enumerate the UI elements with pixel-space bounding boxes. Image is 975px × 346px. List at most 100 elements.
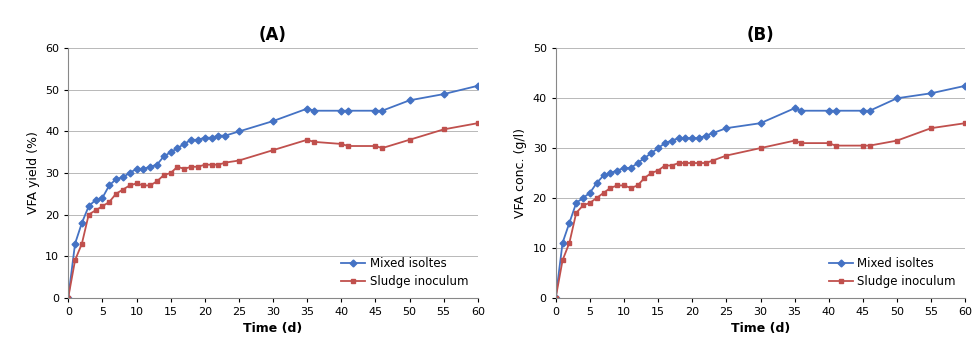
Sludge inoculum (117, 188, 129, 192)
Mixed isoltes (721, 126, 732, 130)
Mixed isoltes (570, 201, 582, 205)
Mixed isoltes (755, 121, 766, 125)
Mixed isoltes (693, 136, 705, 140)
X-axis label: Time (d): Time (d) (731, 322, 790, 335)
Mixed isoltes (564, 221, 575, 225)
Mixed isoltes (404, 98, 415, 102)
Sludge inoculum (707, 158, 719, 163)
Mixed isoltes (652, 146, 664, 150)
Mixed isoltes (584, 191, 596, 195)
Mixed isoltes (550, 295, 562, 300)
Mixed isoltes (151, 163, 163, 167)
X-axis label: Time (d): Time (d) (244, 322, 302, 335)
Mixed isoltes (666, 138, 678, 143)
Mixed isoltes (267, 119, 279, 123)
Sludge inoculum (611, 183, 623, 188)
Mixed isoltes (131, 167, 142, 171)
Title: (A): (A) (259, 26, 287, 44)
Sludge inoculum (172, 165, 183, 169)
Sludge inoculum (83, 212, 95, 217)
Mixed isoltes (864, 109, 876, 113)
Sludge inoculum (577, 203, 589, 208)
Mixed isoltes (659, 141, 671, 145)
Sludge inoculum (652, 169, 664, 173)
Mixed isoltes (925, 91, 937, 95)
Mixed isoltes (172, 146, 183, 150)
Sludge inoculum (959, 121, 971, 125)
Mixed isoltes (158, 154, 170, 158)
Mixed isoltes (124, 171, 136, 175)
Sludge inoculum (584, 201, 596, 205)
Sludge inoculum (925, 126, 937, 130)
Line: Mixed isoltes: Mixed isoltes (66, 83, 480, 300)
Sludge inoculum (591, 196, 603, 200)
Sludge inoculum (267, 148, 279, 152)
Sludge inoculum (625, 186, 637, 190)
Mixed isoltes (233, 129, 245, 134)
Sludge inoculum (233, 158, 245, 163)
Mixed isoltes (165, 150, 176, 154)
Mixed isoltes (69, 242, 81, 246)
Mixed isoltes (301, 107, 313, 111)
Sludge inoculum (570, 211, 582, 215)
Mixed isoltes (438, 92, 449, 96)
Sludge inoculum (891, 138, 903, 143)
Mixed isoltes (591, 181, 603, 185)
Line: Sludge inoculum: Sludge inoculum (554, 121, 967, 300)
Mixed isoltes (680, 136, 691, 140)
Sludge inoculum (686, 161, 698, 165)
Mixed isoltes (144, 165, 156, 169)
Sludge inoculum (185, 165, 197, 169)
Sludge inoculum (158, 173, 170, 177)
Sludge inoculum (864, 144, 876, 148)
Mixed isoltes (557, 241, 568, 245)
Sludge inoculum (857, 144, 869, 148)
Mixed isoltes (83, 204, 95, 208)
Sludge inoculum (721, 154, 732, 158)
Line: Mixed isoltes: Mixed isoltes (554, 83, 967, 300)
Sludge inoculum (178, 167, 190, 171)
Sludge inoculum (301, 138, 313, 142)
Sludge inoculum (472, 121, 484, 125)
Mixed isoltes (625, 166, 637, 170)
Mixed isoltes (959, 84, 971, 88)
Mixed isoltes (830, 109, 841, 113)
Sludge inoculum (639, 176, 650, 180)
Sludge inoculum (308, 140, 320, 144)
Mixed isoltes (137, 167, 149, 171)
Mixed isoltes (707, 131, 719, 135)
Sludge inoculum (124, 183, 136, 188)
Mixed isoltes (789, 106, 800, 110)
Sludge inoculum (192, 165, 204, 169)
Mixed isoltes (110, 177, 122, 181)
Mixed isoltes (796, 109, 807, 113)
Sludge inoculum (76, 242, 88, 246)
Sludge inoculum (376, 146, 388, 150)
Mixed isoltes (192, 138, 204, 142)
Mixed isoltes (632, 161, 644, 165)
Sludge inoculum (103, 200, 115, 204)
Sludge inoculum (659, 163, 671, 167)
Mixed isoltes (611, 169, 623, 173)
Mixed isoltes (199, 136, 211, 140)
Mixed isoltes (686, 136, 698, 140)
Mixed isoltes (97, 196, 108, 200)
Sludge inoculum (700, 161, 712, 165)
Sludge inoculum (165, 171, 176, 175)
Mixed isoltes (823, 109, 835, 113)
Mixed isoltes (700, 134, 712, 138)
Mixed isoltes (76, 221, 88, 225)
Legend: Mixed isoltes, Sludge inoculum: Mixed isoltes, Sludge inoculum (338, 254, 472, 292)
Mixed isoltes (577, 196, 589, 200)
Y-axis label: VFA yield (%): VFA yield (%) (26, 131, 40, 215)
Mixed isoltes (308, 109, 320, 113)
Mixed isoltes (673, 136, 684, 140)
Mixed isoltes (219, 134, 231, 138)
Sludge inoculum (438, 127, 449, 131)
Mixed isoltes (103, 183, 115, 188)
Sludge inoculum (370, 144, 381, 148)
Line: Sludge inoculum: Sludge inoculum (66, 121, 480, 300)
Mixed isoltes (62, 295, 74, 300)
Sludge inoculum (151, 179, 163, 183)
Sludge inoculum (604, 186, 616, 190)
